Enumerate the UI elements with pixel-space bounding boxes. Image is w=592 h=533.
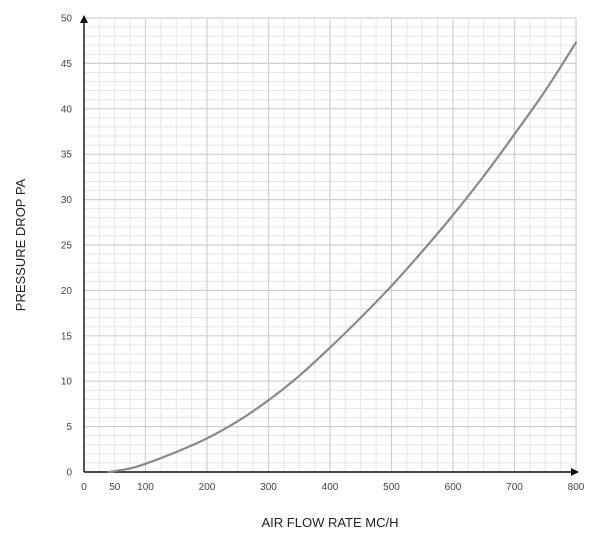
- x-tick-label: 800: [568, 482, 585, 493]
- y-axis-title: PRESSURE DROP PA: [13, 178, 28, 311]
- x-tick-label: 300: [260, 482, 277, 493]
- x-tick-label: 500: [383, 482, 400, 493]
- y-tick-labels: 0 5 10 15 20 25 30 35 40 45 50: [61, 14, 73, 479]
- y-tick-label: 50: [61, 14, 73, 25]
- y-tick-label: 30: [61, 195, 73, 206]
- y-tick-label: 10: [61, 377, 73, 388]
- x-tick-label: 100: [137, 482, 154, 493]
- x-tick-label: 600: [445, 482, 462, 493]
- y-tick-label: 15: [61, 331, 73, 342]
- series-group: [107, 41, 578, 474]
- x-tick-label: 200: [199, 482, 216, 493]
- x-axis-arrow: [571, 468, 579, 476]
- x-tick-label: 400: [322, 482, 339, 493]
- y-axis-arrow: [80, 15, 88, 23]
- y-tick-label: 20: [61, 286, 73, 297]
- y-tick-label: 45: [61, 59, 73, 70]
- y-tick-label: 5: [66, 422, 72, 433]
- y-tick-label: 40: [61, 104, 73, 115]
- x-tick-labels: 0 50 100 200 300 400 500 600 700 800: [81, 482, 585, 493]
- y-tick-label: 35: [61, 150, 73, 161]
- x-axis-title: AIR FLOW RATE MC/H: [262, 515, 399, 530]
- y-tick-label: 25: [61, 241, 73, 252]
- axes: [80, 15, 579, 476]
- x-tick-label: 700: [506, 482, 523, 493]
- major-grid: [83, 17, 577, 473]
- x-tick-label: 50: [109, 482, 121, 493]
- y-tick-label: 0: [66, 468, 72, 479]
- x-tick-label: 0: [81, 482, 87, 493]
- series-line: [107, 41, 578, 474]
